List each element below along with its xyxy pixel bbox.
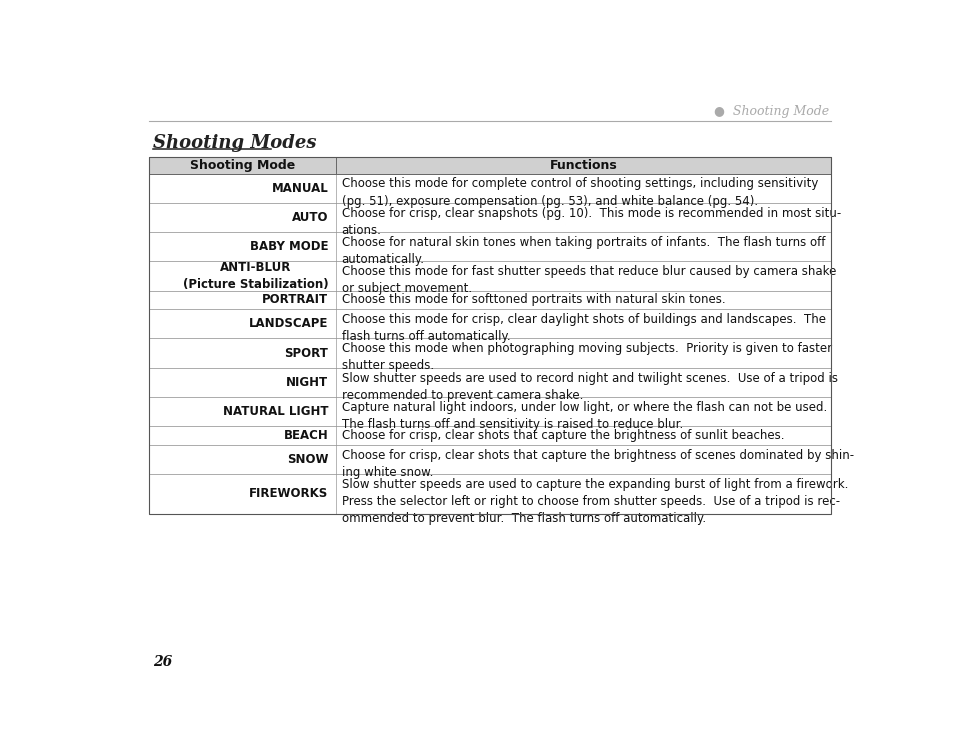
Text: Choose for crisp, clear snapshots (pg. 10).  This mode is recommended in most si: Choose for crisp, clear snapshots (pg. 1… xyxy=(341,207,840,237)
Bar xyxy=(149,157,830,173)
Text: 26: 26 xyxy=(153,654,172,669)
Bar xyxy=(149,474,830,514)
Text: Shooting Mode: Shooting Mode xyxy=(190,158,294,172)
Text: BEACH: BEACH xyxy=(283,429,328,442)
Text: LANDSCAPE: LANDSCAPE xyxy=(249,317,328,330)
Text: BABY MODE: BABY MODE xyxy=(250,241,328,253)
Text: Slow shutter speeds are used to record night and twilight scenes.  Use of a trip: Slow shutter speeds are used to record n… xyxy=(341,372,837,402)
Bar xyxy=(149,173,830,203)
Bar xyxy=(149,203,830,232)
Text: PORTRAIT: PORTRAIT xyxy=(262,293,328,306)
Text: Choose this mode for crisp, clear daylight shots of buildings and landscapes.  T: Choose this mode for crisp, clear daylig… xyxy=(341,313,824,343)
Text: ●  Shooting Mode: ● Shooting Mode xyxy=(713,105,828,118)
Text: Choose this mode for complete control of shooting settings, including sensitivit: Choose this mode for complete control of… xyxy=(341,177,817,207)
Bar xyxy=(149,426,830,445)
Text: Choose this mode for softtoned portraits with natural skin tones.: Choose this mode for softtoned portraits… xyxy=(341,293,724,306)
Text: NATURAL LIGHT: NATURAL LIGHT xyxy=(223,405,328,418)
Text: Choose this mode when photographing moving subjects.  Priority is given to faste: Choose this mode when photographing movi… xyxy=(341,342,831,372)
Text: Shooting Modes: Shooting Modes xyxy=(153,134,316,152)
Bar xyxy=(149,368,830,397)
Bar xyxy=(149,232,830,262)
Text: Choose for crisp, clear shots that capture the brightness of scenes dominated by: Choose for crisp, clear shots that captu… xyxy=(341,449,853,479)
Bar xyxy=(149,157,830,514)
Bar xyxy=(149,262,830,291)
Text: FIREWORKS: FIREWORKS xyxy=(249,487,328,501)
Text: SPORT: SPORT xyxy=(284,347,328,360)
Text: Slow shutter speeds are used to capture the expanding burst of light from a fire: Slow shutter speeds are used to capture … xyxy=(341,478,847,526)
Text: Choose this mode for fast shutter speeds that reduce blur caused by camera shake: Choose this mode for fast shutter speeds… xyxy=(341,265,835,296)
Text: NIGHT: NIGHT xyxy=(286,375,328,389)
Text: Choose for crisp, clear shots that capture the brightness of sunlit beaches.: Choose for crisp, clear shots that captu… xyxy=(341,429,783,442)
Bar xyxy=(149,309,830,339)
Bar xyxy=(149,339,830,368)
Text: MANUAL: MANUAL xyxy=(272,182,328,195)
Text: Capture natural light indoors, under low light, or where the flash can not be us: Capture natural light indoors, under low… xyxy=(341,401,826,431)
Bar xyxy=(149,291,830,309)
Text: Choose for natural skin tones when taking portraits of infants.  The flash turns: Choose for natural skin tones when takin… xyxy=(341,236,824,266)
Text: ANTI-BLUR
(Picture Stabilization): ANTI-BLUR (Picture Stabilization) xyxy=(183,262,328,291)
Text: Functions: Functions xyxy=(549,158,617,172)
Text: AUTO: AUTO xyxy=(292,211,328,224)
Bar xyxy=(149,397,830,426)
Bar xyxy=(149,445,830,474)
Text: SNOW: SNOW xyxy=(287,453,328,466)
